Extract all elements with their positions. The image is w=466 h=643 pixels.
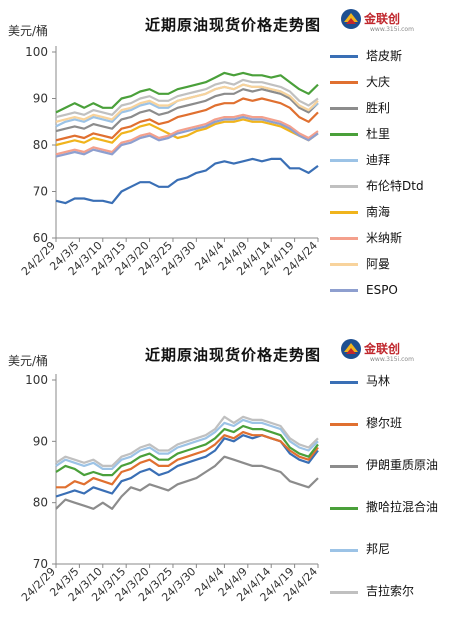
legend-item: 伊朗重质原油 xyxy=(330,458,462,500)
line-chart-top: 6070809010024/2/2924/3/524/3/1024/3/1524… xyxy=(19,45,320,278)
y-tick-label: 80 xyxy=(33,496,48,510)
series-line-6 xyxy=(55,415,319,467)
legend-label: 塔皮斯 xyxy=(366,49,403,63)
series-line-10 xyxy=(55,115,319,158)
brand-logo: 金联创 www.315i.com xyxy=(340,8,414,38)
legend-label: ESPO xyxy=(366,283,398,297)
legend-item: 米纳斯 xyxy=(330,230,462,256)
chart-panel-bottom: 近期原油现货价格走势图 美元/桶 金联创 www.315i.com 70 80 90… xyxy=(0,330,466,643)
logo-name: 金联创 xyxy=(364,12,401,26)
legend-item: 塔皮斯 xyxy=(330,48,462,74)
y-tick-label: 70 xyxy=(33,557,48,571)
legend-item: 布伦特Dtd xyxy=(330,178,462,204)
legend-swatch xyxy=(330,185,358,188)
series-line-3 xyxy=(55,88,319,133)
series-line-9 xyxy=(55,83,319,123)
legend-label: 穆尔班 xyxy=(366,416,403,430)
y-tick-label: 60 xyxy=(33,231,48,245)
brand-logo: 金联创 www.315i.com xyxy=(340,338,414,368)
y-axis-unit: 美元/桶 xyxy=(8,24,49,38)
series-line-8 xyxy=(55,113,319,156)
legend-item: 阿曼 xyxy=(330,256,462,282)
logo-url: www.315i.com xyxy=(370,356,414,363)
series-line-6 xyxy=(55,78,319,119)
y-tick-label: 80 xyxy=(33,138,48,152)
y-axis-unit: 美元/桶 xyxy=(8,354,49,368)
legend-label: 撒哈拉混合油 xyxy=(366,500,439,514)
legend-item: ESPO xyxy=(330,282,462,308)
series-line-7 xyxy=(55,118,319,147)
legend-item: 南海 xyxy=(330,204,462,230)
legend-swatch xyxy=(330,133,358,136)
chart-panel-top: 近期原油现货价格走势图 美元/桶 金联创 www.315i.com 60 70 80… xyxy=(0,0,466,315)
legend-item: 邦尼 xyxy=(330,542,462,584)
legend-swatch xyxy=(330,465,358,468)
legend-label: 马林 xyxy=(366,374,391,388)
series-line-2 xyxy=(55,97,319,142)
y-tick-label: 100 xyxy=(25,45,48,59)
series-line-5 xyxy=(55,418,319,470)
legend-swatch xyxy=(330,211,358,214)
legend-label: 迪拜 xyxy=(366,153,391,167)
legend-swatch xyxy=(330,263,358,266)
legend-label: 邦尼 xyxy=(366,542,391,556)
legend-label: 南海 xyxy=(366,205,391,219)
series-line-1 xyxy=(55,157,319,205)
legend-swatch xyxy=(330,423,358,426)
legend-label: 阿曼 xyxy=(366,257,391,271)
legend-label: 布伦特Dtd xyxy=(366,179,424,193)
legend-swatch xyxy=(330,55,358,58)
legend-swatch xyxy=(330,237,358,240)
legend-item: 大庆 xyxy=(330,74,462,100)
legend-swatch xyxy=(330,591,358,594)
series-line-3 xyxy=(55,455,319,510)
y-tick-label: 90 xyxy=(33,92,48,106)
legend-item: 胜利 xyxy=(330,100,462,126)
y-tick-label: 70 xyxy=(33,185,48,199)
series-line-2 xyxy=(56,430,319,489)
y-tick-label: 90 xyxy=(33,434,48,448)
legend-label: 杜里 xyxy=(366,127,391,141)
legend-label: 胜利 xyxy=(366,101,391,115)
legend-swatch xyxy=(330,381,358,384)
legend-item: 吉拉索尔 xyxy=(330,584,462,626)
legend-label: 吉拉索尔 xyxy=(366,584,415,598)
logo-url: www.315i.com xyxy=(370,26,414,33)
chart-title: 近期原油现货价格走势图 xyxy=(144,346,321,364)
legend-swatch xyxy=(330,107,358,110)
logo-mark-icon xyxy=(341,339,361,359)
logo-name: 金联创 xyxy=(364,342,401,356)
legend-item: 穆尔班 xyxy=(330,416,462,458)
legend-label: 伊朗重质原油 xyxy=(366,458,439,472)
series-line-4 xyxy=(55,424,319,477)
legend-swatch xyxy=(330,81,358,84)
legend-label: 米纳斯 xyxy=(366,231,403,245)
legend-item: 杜里 xyxy=(330,126,462,152)
chart-title: 近期原油现货价格走势图 xyxy=(144,16,321,34)
legend-swatch xyxy=(330,549,358,552)
y-tick-label: 100 xyxy=(25,373,48,387)
legend-swatch xyxy=(330,507,358,510)
legend-swatch xyxy=(330,289,358,292)
legend-item: 马林 xyxy=(330,374,462,416)
legend-item: 迪拜 xyxy=(330,152,462,178)
series-line-4 xyxy=(55,71,319,114)
line-chart-bottom: 70809010024/2/2924/3/524/3/1024/3/1524/3… xyxy=(19,373,320,604)
logo-mark-icon xyxy=(341,9,361,29)
legend-item: 撒哈拉混合油 xyxy=(330,500,462,542)
legend-swatch xyxy=(330,159,358,162)
legend-label: 大庆 xyxy=(366,75,391,89)
